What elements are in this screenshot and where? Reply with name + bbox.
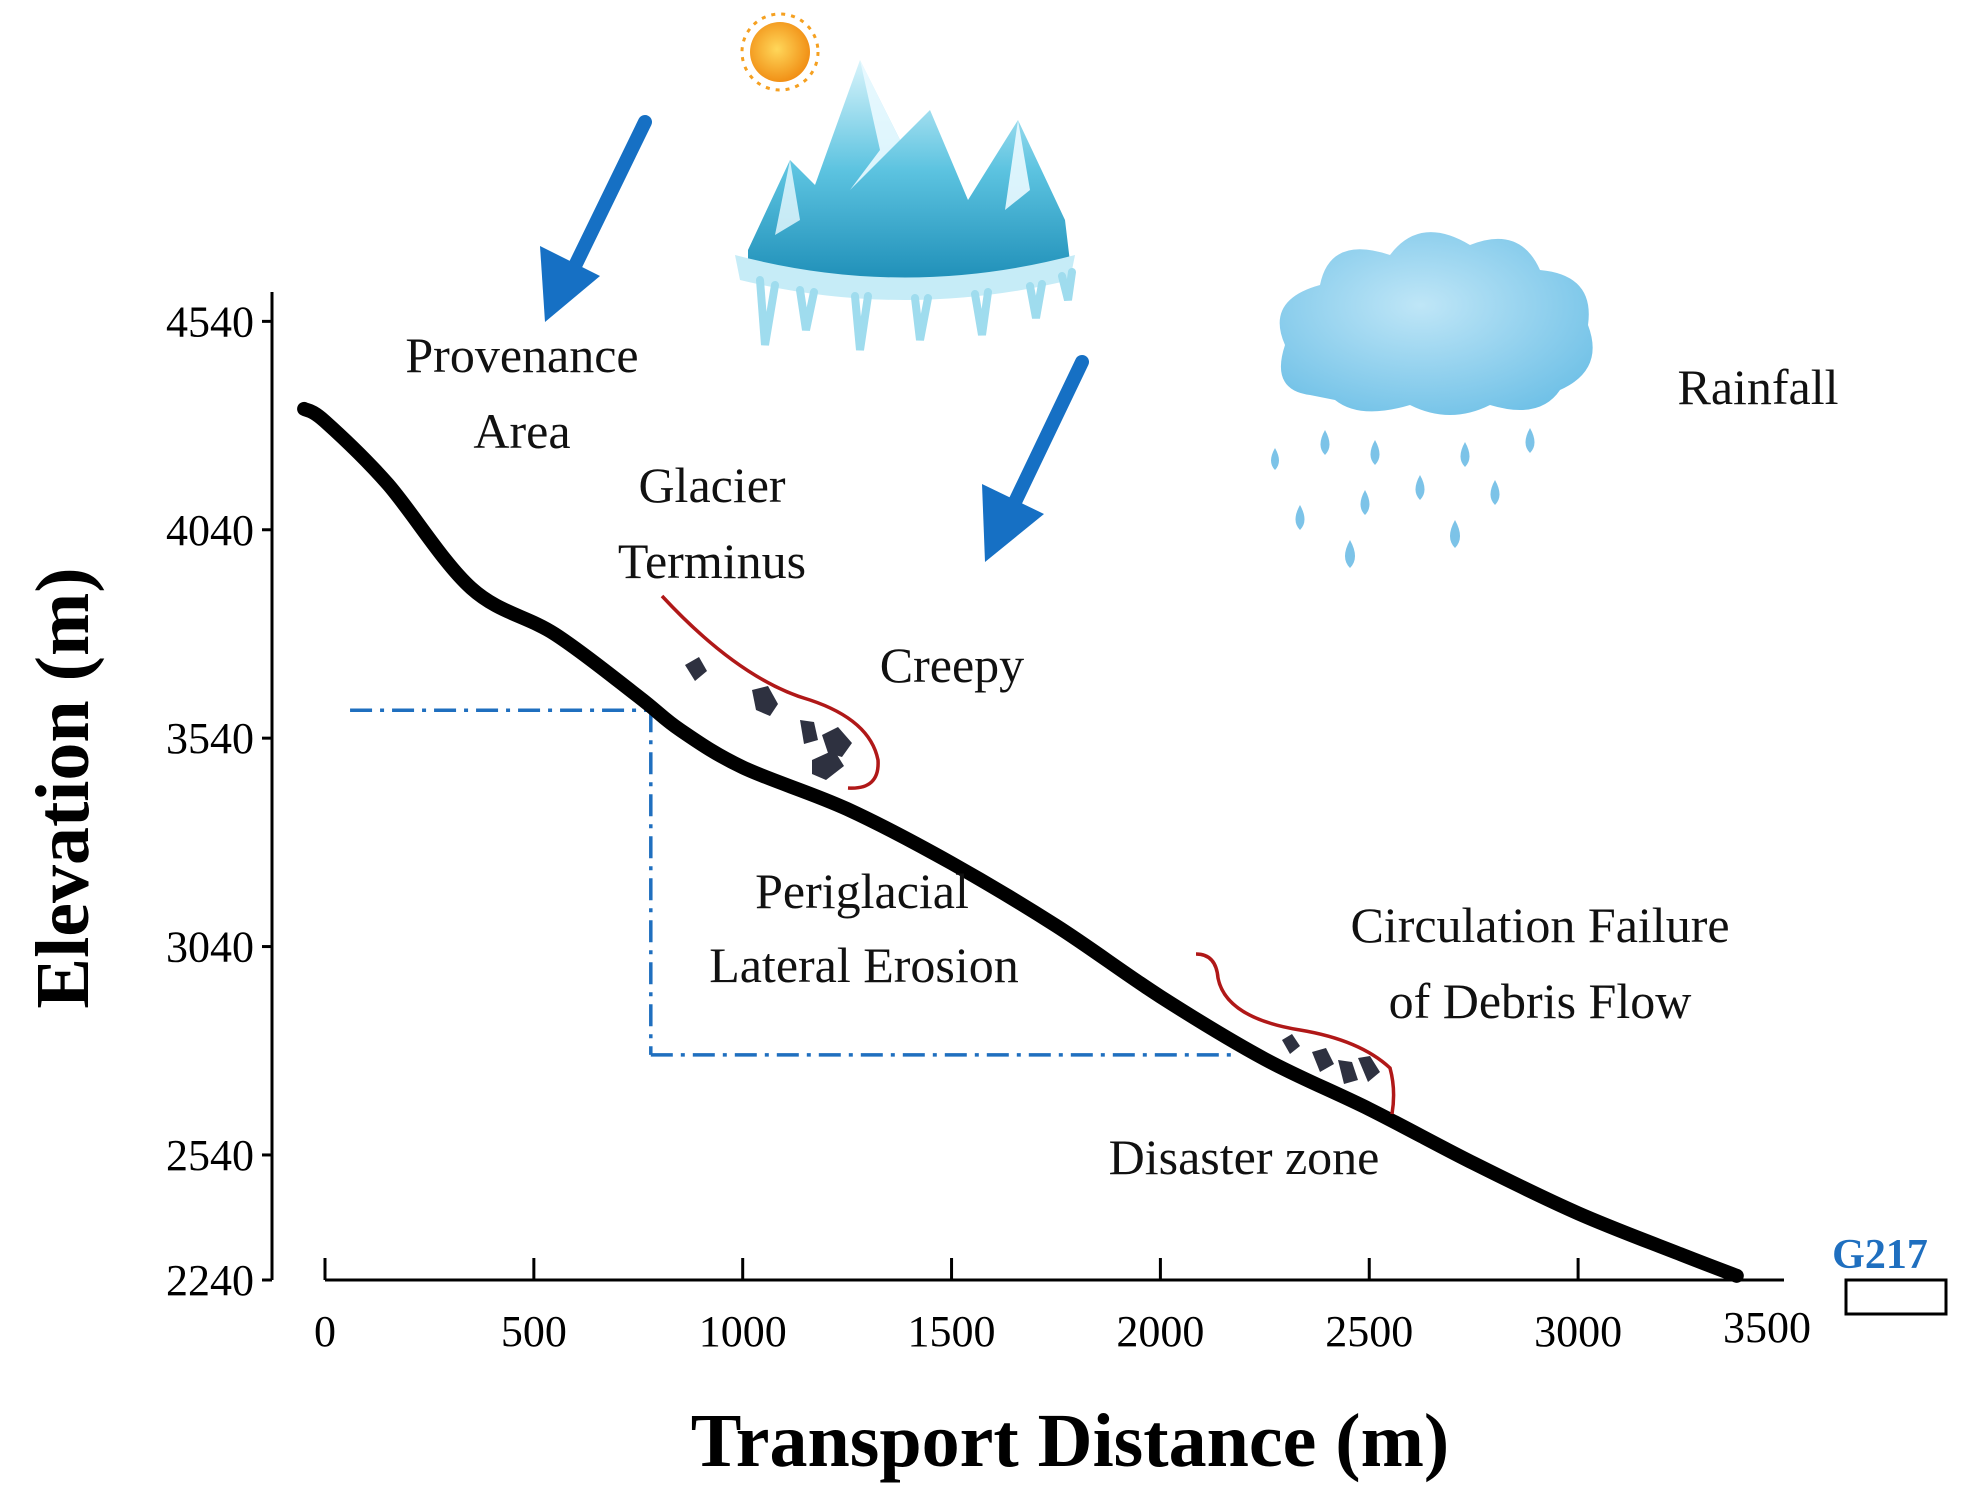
glacier-mountain-icon bbox=[735, 60, 1076, 351]
x-tick-label: 3500 bbox=[1723, 1303, 1811, 1352]
provenance-arrow-icon bbox=[540, 115, 652, 322]
x-tick-label: 500 bbox=[501, 1307, 567, 1356]
raindrops-icon bbox=[1271, 428, 1535, 568]
provenance-label-2: Area bbox=[473, 403, 570, 459]
glacier-terminus-label-2: Terminus bbox=[618, 533, 806, 589]
axes: 2240 2540 3040 3540 4040 4540 0 500 1000 1500 200… bbox=[166, 292, 1811, 1356]
elevation-profile-line bbox=[297, 401, 1744, 1283]
periglacial-label: Periglacial bbox=[755, 863, 969, 919]
y-tick-label: 3040 bbox=[166, 923, 254, 972]
road-g217-box-icon bbox=[1844, 1278, 1948, 1316]
reference-lines bbox=[350, 708, 1236, 1057]
provenance-label: Provenance bbox=[405, 327, 638, 383]
x-tick-label: 1000 bbox=[699, 1307, 787, 1356]
road-g217-label: G217 bbox=[1832, 1232, 1928, 1278]
x-tick-label: 3000 bbox=[1534, 1307, 1622, 1356]
x-tick-label: 2500 bbox=[1325, 1307, 1413, 1356]
y-tick-label: 2540 bbox=[166, 1131, 254, 1180]
circulation-failure-label-2: of Debris Flow bbox=[1389, 973, 1692, 1029]
x-axis-title: Transport Distance (m) bbox=[691, 1399, 1449, 1483]
x-tick-label: 2000 bbox=[1116, 1307, 1204, 1356]
y-tick-label: 4540 bbox=[166, 297, 254, 346]
sun-icon bbox=[740, 12, 820, 92]
y-tick-label: 2240 bbox=[166, 1256, 254, 1305]
y-tick-label: 3540 bbox=[166, 714, 254, 763]
creep-debris-icon bbox=[685, 657, 852, 780]
disaster-debris-icon bbox=[1282, 1034, 1380, 1084]
creep-zone-bracket bbox=[660, 594, 880, 790]
y-tick-label: 4040 bbox=[166, 506, 254, 555]
circulation-failure-label: Circulation Failure bbox=[1350, 897, 1729, 953]
periglacial-label-2: Lateral Erosion bbox=[709, 937, 1019, 993]
rain-cloud-icon bbox=[1271, 232, 1593, 568]
glacier-arrow-icon bbox=[982, 355, 1089, 562]
glacier-terminus-label: Glacier bbox=[638, 457, 785, 513]
rainfall-label: Rainfall bbox=[1677, 359, 1838, 415]
creepy-label: Creepy bbox=[880, 637, 1024, 693]
disaster-zone-bracket bbox=[1195, 952, 1396, 1115]
y-axis-title: Elevation (m) bbox=[21, 567, 105, 1008]
disaster-zone-label: Disaster zone bbox=[1109, 1129, 1380, 1185]
x-tick-label: 0 bbox=[314, 1307, 336, 1356]
x-tick-label: 1500 bbox=[908, 1307, 996, 1356]
